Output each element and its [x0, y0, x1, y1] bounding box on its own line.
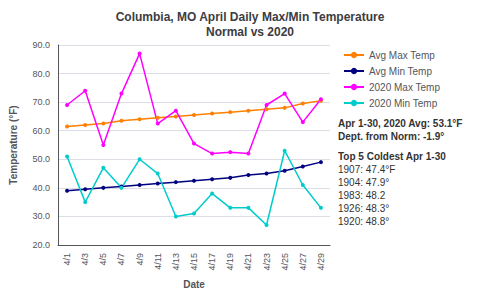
svg-text:4/17: 4/17 — [207, 253, 217, 271]
svg-text:4/13: 4/13 — [171, 253, 181, 271]
svg-text:4/7: 4/7 — [116, 253, 126, 266]
svg-text:Avg Max Temp: Avg Max Temp — [369, 50, 435, 61]
svg-text:2020 Max Temp: 2020 Max Temp — [369, 82, 440, 93]
svg-text:Columbia, MO April Daily Max/M: Columbia, MO April Daily Max/Min Tempera… — [116, 10, 385, 24]
svg-text:80.0: 80.0 — [32, 69, 50, 79]
svg-text:Temperature (°F): Temperature (°F) — [8, 105, 19, 184]
svg-text:Apr 1-30, 2020 Avg: 53.1°F: Apr 1-30, 2020 Avg: 53.1°F — [338, 118, 462, 129]
svg-text:4/9: 4/9 — [135, 253, 145, 266]
svg-text:Normal vs 2020: Normal vs 2020 — [206, 25, 294, 39]
svg-text:4/1: 4/1 — [62, 253, 72, 266]
svg-text:4/15: 4/15 — [189, 253, 199, 271]
svg-text:40.0: 40.0 — [32, 183, 50, 193]
svg-text:4/25: 4/25 — [280, 253, 290, 271]
svg-text:Dept. from Norm: -1.9°: Dept. from Norm: -1.9° — [338, 131, 444, 142]
svg-text:30.0: 30.0 — [32, 211, 50, 221]
svg-text:Date: Date — [183, 279, 205, 290]
svg-text:4/23: 4/23 — [262, 253, 272, 271]
svg-text:1926: 48.3°: 1926: 48.3° — [338, 203, 389, 214]
svg-text:2020 Min Temp: 2020 Min Temp — [369, 98, 438, 109]
svg-text:4/19: 4/19 — [225, 253, 235, 271]
svg-text:1907: 47.4°F: 1907: 47.4°F — [338, 164, 395, 175]
svg-text:90.0: 90.0 — [32, 40, 50, 50]
svg-text:1920: 48.8°: 1920: 48.8° — [338, 216, 389, 227]
svg-text:1983: 48.2: 1983: 48.2 — [338, 190, 386, 201]
svg-text:20.0: 20.0 — [32, 240, 50, 250]
svg-text:1904: 47.9°: 1904: 47.9° — [338, 177, 389, 188]
svg-text:Top 5 Coldest Apr 1-30: Top 5 Coldest Apr 1-30 — [338, 151, 446, 162]
svg-text:60.0: 60.0 — [32, 126, 50, 136]
svg-text:Avg Min Temp: Avg Min Temp — [369, 66, 432, 77]
svg-text:70.0: 70.0 — [32, 97, 50, 107]
svg-text:50.0: 50.0 — [32, 154, 50, 164]
svg-text:4/11: 4/11 — [153, 253, 163, 270]
svg-text:4/3: 4/3 — [80, 253, 90, 266]
svg-text:4/27: 4/27 — [298, 253, 308, 271]
svg-text:4/21: 4/21 — [243, 253, 253, 271]
svg-text:4/5: 4/5 — [98, 253, 108, 266]
svg-text:4/29: 4/29 — [316, 253, 326, 271]
